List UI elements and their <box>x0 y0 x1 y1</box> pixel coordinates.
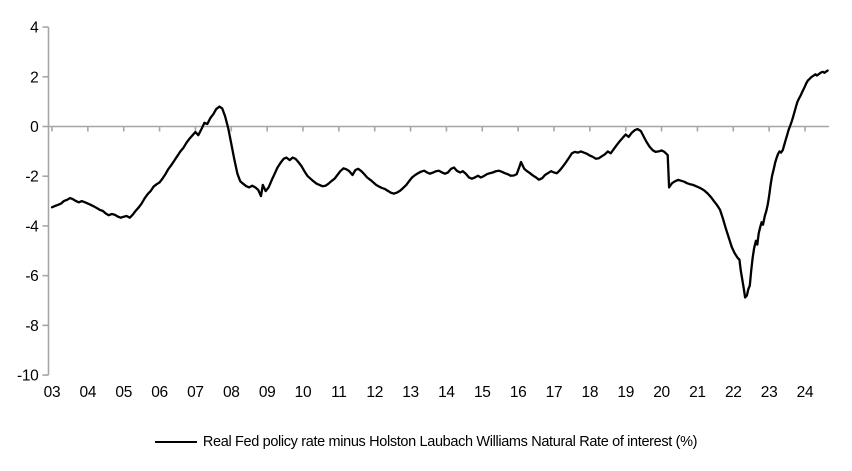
axes-layer <box>42 26 829 376</box>
y-tick-label: -8 <box>25 318 38 335</box>
y-tick-label: -6 <box>25 268 38 285</box>
x-tick-label: 06 <box>151 384 168 401</box>
x-tick-label: 19 <box>617 384 634 401</box>
x-tick-label: 18 <box>582 384 599 401</box>
x-tick-label: 15 <box>474 384 491 401</box>
data-series-line <box>50 69 829 299</box>
x-tick-label: 21 <box>689 384 706 401</box>
legend-series-label: Real Fed policy rate minus Holston Lauba… <box>202 434 698 450</box>
legend: Real Fed policy rate minus Holston Lauba… <box>0 434 852 450</box>
x-tick-label: 13 <box>402 384 419 401</box>
x-tick-label: 05 <box>115 384 132 401</box>
x-tick-label: 10 <box>295 384 312 401</box>
x-tick-label: 03 <box>44 384 61 401</box>
x-tick-label: 09 <box>259 384 276 401</box>
x-tick-label: 12 <box>366 384 383 401</box>
y-tick-label: 0 <box>30 119 39 136</box>
x-tick-label: 24 <box>797 384 814 401</box>
series-layer <box>50 69 829 299</box>
legend-line-sample <box>154 441 197 443</box>
y-tick-label: 4 <box>30 20 39 37</box>
x-tick-label: 04 <box>80 384 97 401</box>
x-tick-label: 14 <box>438 384 455 401</box>
x-tick-label: 20 <box>653 384 670 401</box>
x-tick-label: 17 <box>546 384 563 401</box>
x-tick-label: 11 <box>331 384 347 401</box>
x-tick-label: 22 <box>725 384 742 401</box>
y-tick-label: 2 <box>30 69 38 86</box>
x-tick-label: 16 <box>510 384 527 401</box>
y-tick-label: -2 <box>25 169 38 186</box>
y-tick-label: -10 <box>17 368 39 385</box>
x-tick-label: 23 <box>761 384 778 401</box>
y-tick-label: -4 <box>25 218 39 235</box>
x-tick-label: 08 <box>223 384 240 401</box>
x-tick-label: 07 <box>187 384 204 401</box>
